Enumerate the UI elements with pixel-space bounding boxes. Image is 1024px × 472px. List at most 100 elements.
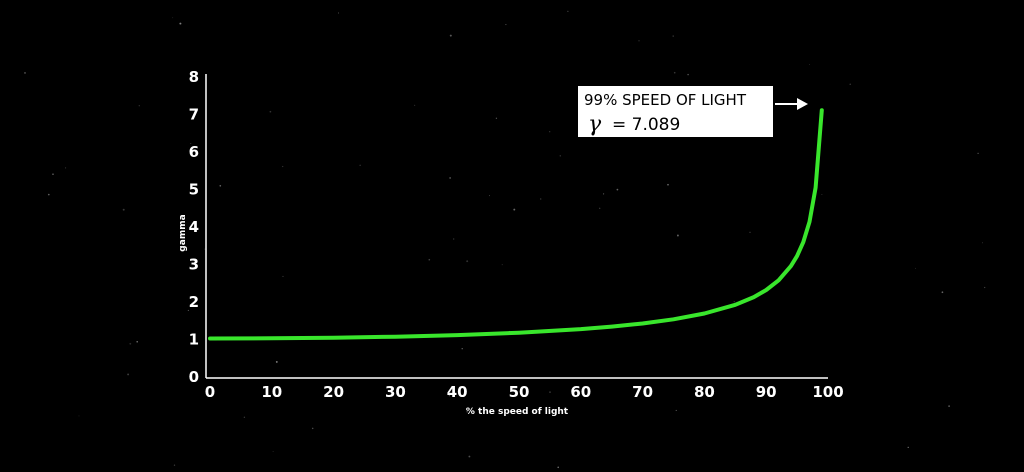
star-dot <box>428 258 431 261</box>
star-dot <box>219 184 222 187</box>
star-dot <box>282 165 284 168</box>
star-dot <box>638 40 640 42</box>
star-dot <box>449 34 452 37</box>
x-tick-label: 60 <box>570 383 591 401</box>
star-dot <box>667 183 669 186</box>
y-tick-label: 6 <box>189 143 199 161</box>
y-tick-label: 5 <box>189 181 199 199</box>
star-dot <box>599 207 601 209</box>
star-dot <box>127 373 130 376</box>
star-dot <box>549 131 551 133</box>
x-tick-label: 70 <box>632 383 653 401</box>
star-dot <box>269 110 272 113</box>
callout-box <box>578 86 773 137</box>
y-tick-label: 3 <box>189 256 199 274</box>
star-dot <box>461 348 463 350</box>
star-dot <box>567 10 569 12</box>
star-dot <box>78 415 80 417</box>
starfield-background <box>24 10 986 469</box>
star-dot <box>540 198 542 200</box>
annotation-callout: 99% SPEED OF LIGHT γ = 7.089 <box>578 86 808 137</box>
y-tick-label: 8 <box>189 68 199 86</box>
star-dot <box>173 464 176 466</box>
star-dot <box>941 291 944 294</box>
star-dot <box>672 35 674 37</box>
y-tick-label: 7 <box>189 106 199 124</box>
star-dot <box>52 173 54 175</box>
star-dot <box>915 267 917 269</box>
star-dot <box>172 17 174 19</box>
x-axis-label: % the speed of light <box>466 407 569 417</box>
star-dot <box>505 24 507 26</box>
star-dot <box>138 105 140 107</box>
star-dot <box>275 360 278 363</box>
star-dot <box>65 167 67 169</box>
star-dot <box>676 234 679 237</box>
star-dot <box>190 143 192 144</box>
star-dot <box>749 231 751 233</box>
x-tick-label: 30 <box>385 383 406 401</box>
star-dot <box>982 242 983 244</box>
star-dot <box>495 117 498 119</box>
star-dot <box>338 12 339 14</box>
star-dot <box>559 155 561 157</box>
star-dot <box>187 309 189 311</box>
star-dot <box>47 193 50 196</box>
y-tick-label: 0 <box>189 368 199 386</box>
star-dot <box>907 446 909 449</box>
x-tick-label: 80 <box>694 383 715 401</box>
x-tick-label: 10 <box>261 383 282 401</box>
callout-title: 99% SPEED OF LIGHT <box>584 91 747 109</box>
star-dot <box>122 208 125 211</box>
star-dot <box>282 275 284 277</box>
star-dot <box>413 104 416 107</box>
x-tick-label: 40 <box>447 383 468 401</box>
star-dot <box>675 409 677 411</box>
star-dot <box>557 466 559 469</box>
star-dot <box>466 260 469 263</box>
star-dot <box>489 195 490 197</box>
star-dot <box>466 410 468 413</box>
star-dot <box>468 455 471 458</box>
star-dot <box>24 72 26 74</box>
x-tick-label: 50 <box>509 383 530 401</box>
star-dot <box>821 194 823 195</box>
gamma-symbol: γ <box>588 112 602 137</box>
x-tick-labels: 0 10 20 30 40 50 60 70 80 90 100 <box>205 383 844 401</box>
star-dot <box>984 286 986 289</box>
star-dot <box>616 188 619 191</box>
star-dot <box>243 416 246 418</box>
star-dot <box>179 22 182 25</box>
star-dot <box>129 342 132 345</box>
star-dot <box>549 391 551 394</box>
y-tick-label: 2 <box>189 293 199 311</box>
callout-arrow-head <box>797 98 808 110</box>
star-dot <box>849 83 851 85</box>
star-dot <box>272 451 274 452</box>
y-tick-label: 1 <box>189 331 199 349</box>
star-dot <box>453 238 455 240</box>
y-axis-label: gamma <box>178 214 188 251</box>
star-dot <box>501 264 503 266</box>
x-tick-label: 100 <box>812 383 843 401</box>
gamma-value: = 7.089 <box>612 115 680 135</box>
x-tick-label: 90 <box>756 383 777 401</box>
y-tick-label: 4 <box>189 218 199 236</box>
star-dot <box>311 427 314 430</box>
star-dot <box>449 177 451 179</box>
gamma-series-line <box>208 108 824 341</box>
x-tick-label: 20 <box>323 383 344 401</box>
star-dot <box>603 193 605 195</box>
x-tick-label: 0 <box>205 383 215 401</box>
star-dot <box>809 64 810 65</box>
star-dot <box>977 152 979 155</box>
star-dot <box>687 73 689 76</box>
star-dot <box>204 248 206 250</box>
star-dot <box>733 301 735 303</box>
star-dot <box>136 340 138 343</box>
star-dot <box>359 164 361 166</box>
y-tick-labels: 0 1 2 3 4 5 6 7 8 <box>189 68 199 386</box>
star-dot <box>673 71 676 74</box>
star-dot <box>448 395 451 397</box>
